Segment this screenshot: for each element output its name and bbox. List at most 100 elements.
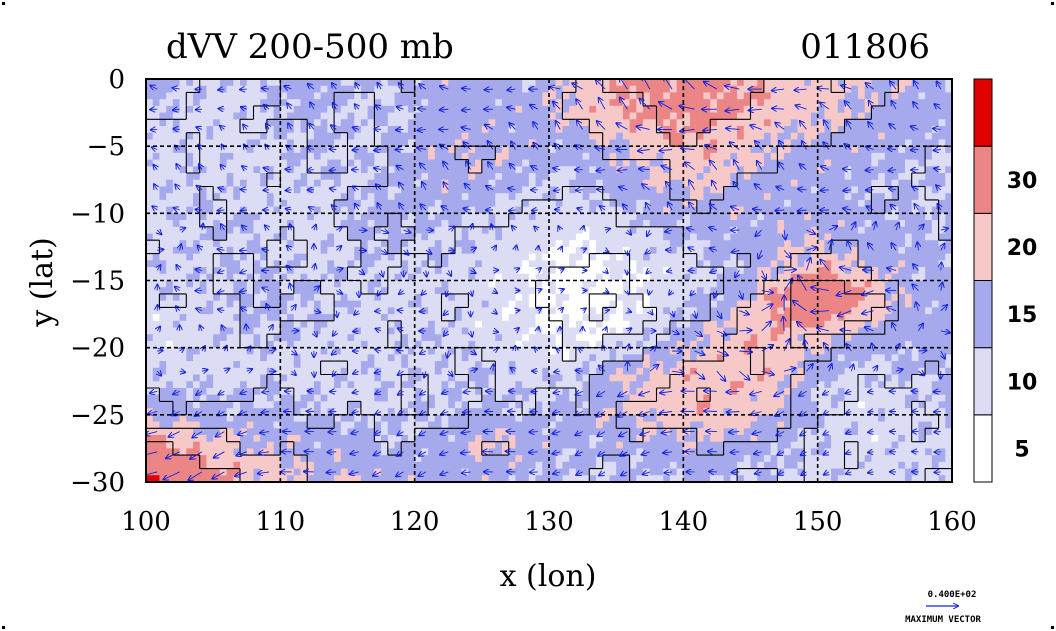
heatmap-cell <box>925 220 933 228</box>
heatmap-cell <box>508 92 517 100</box>
heatmap-cell <box>394 334 402 342</box>
heatmap-cell <box>690 280 698 288</box>
heatmap-cell <box>334 132 342 141</box>
heatmap-cell <box>159 206 167 214</box>
heatmap-cell <box>663 260 671 268</box>
heatmap-cell <box>360 193 369 201</box>
heatmap-cell <box>266 293 275 302</box>
heatmap-cell <box>414 193 422 201</box>
heatmap-cell <box>938 126 946 134</box>
heatmap-cell <box>898 233 906 241</box>
heatmap-cell <box>636 307 644 315</box>
heatmap-cell <box>824 152 832 161</box>
heatmap-cell <box>730 233 738 241</box>
heatmap-cell <box>925 186 933 194</box>
heatmap-cell <box>199 287 208 295</box>
heatmap-cell <box>535 287 543 295</box>
heatmap-cell <box>387 186 396 194</box>
heatmap-cell <box>374 314 382 322</box>
heatmap-cell <box>549 307 557 315</box>
heatmap-cell <box>253 92 261 100</box>
heatmap-cell <box>676 159 684 167</box>
heatmap-cell <box>864 193 872 201</box>
heatmap-cell <box>159 112 167 120</box>
heatmap-cell <box>656 334 664 342</box>
heatmap-cell <box>260 213 268 221</box>
heatmap-cell <box>179 226 187 235</box>
heatmap-cell <box>481 233 490 241</box>
heatmap-cell <box>522 320 530 329</box>
heatmap-cell <box>233 85 241 94</box>
heatmap-cell <box>622 92 631 100</box>
heatmap-cell <box>146 354 154 362</box>
heatmap-cell <box>569 152 577 161</box>
heatmap-cell <box>938 85 946 94</box>
heatmap-cell <box>213 146 221 154</box>
heatmap-cell <box>334 79 342 87</box>
heatmap-cell <box>334 119 342 127</box>
heatmap-cell <box>716 173 725 181</box>
heatmap-cell <box>878 260 886 268</box>
heatmap-cell <box>945 220 952 228</box>
heatmap-cell <box>219 314 228 322</box>
heatmap-cell <box>320 132 328 141</box>
heatmap-cell <box>387 220 396 228</box>
heatmap-cell <box>750 146 758 154</box>
heatmap-cell <box>434 220 443 228</box>
heatmap-cell <box>401 146 409 154</box>
heatmap-cell <box>602 186 611 194</box>
heatmap-cell <box>656 146 664 154</box>
heatmap-cell <box>387 347 396 355</box>
heatmap-cell <box>313 166 322 174</box>
heatmap-cell <box>663 173 671 181</box>
heatmap-cell <box>327 220 335 228</box>
heatmap-cell <box>461 327 469 335</box>
heatmap-cell <box>253 334 261 342</box>
heatmap-cell <box>622 220 631 228</box>
heatmap-cell <box>589 307 597 315</box>
heatmap-cell <box>253 293 261 302</box>
heatmap-cell <box>555 179 564 188</box>
heatmap-cell <box>401 186 409 194</box>
heatmap-cell <box>730 99 738 107</box>
heatmap-cell <box>273 112 281 120</box>
heatmap-cell <box>817 173 825 181</box>
heatmap-cell <box>810 99 819 107</box>
heatmap-cell <box>582 146 590 154</box>
heatmap-cell <box>166 79 174 87</box>
heatmap-cell <box>354 246 362 255</box>
heatmap-cell <box>219 233 228 241</box>
heatmap-cell <box>515 126 523 134</box>
heatmap-cell <box>582 260 590 268</box>
heatmap-cell <box>253 273 261 282</box>
heatmap-cell <box>454 152 463 161</box>
heatmap-cell <box>656 226 664 235</box>
heatmap-cell <box>246 199 255 208</box>
heatmap-cell <box>737 287 745 295</box>
heatmap-cell <box>280 92 288 100</box>
heatmap-cell <box>898 126 906 134</box>
heatmap-cell <box>226 280 234 288</box>
heatmap-cell <box>945 253 952 261</box>
heatmap-cell <box>360 287 369 295</box>
heatmap-cell <box>743 206 752 214</box>
heatmap-cell <box>542 85 550 94</box>
heatmap-cell <box>387 112 396 120</box>
heatmap-cell <box>186 199 194 208</box>
heatmap-cell <box>246 347 255 355</box>
heatmap-cell <box>381 280 389 288</box>
heatmap-cell <box>602 159 611 167</box>
heatmap-cell <box>347 126 355 134</box>
heatmap-cell <box>703 112 711 120</box>
heatmap-cell <box>743 186 752 194</box>
heatmap-cell <box>253 179 261 188</box>
heatmap-cell <box>334 273 342 282</box>
heatmap-cell <box>266 307 275 315</box>
heatmap-cell <box>925 327 933 335</box>
heatmap-cell <box>501 173 510 181</box>
heatmap-cell <box>340 179 349 188</box>
heatmap-cell <box>501 307 510 315</box>
heatmap-cell <box>219 119 228 127</box>
heatmap-cell <box>159 85 167 94</box>
heatmap-cell <box>589 340 597 349</box>
